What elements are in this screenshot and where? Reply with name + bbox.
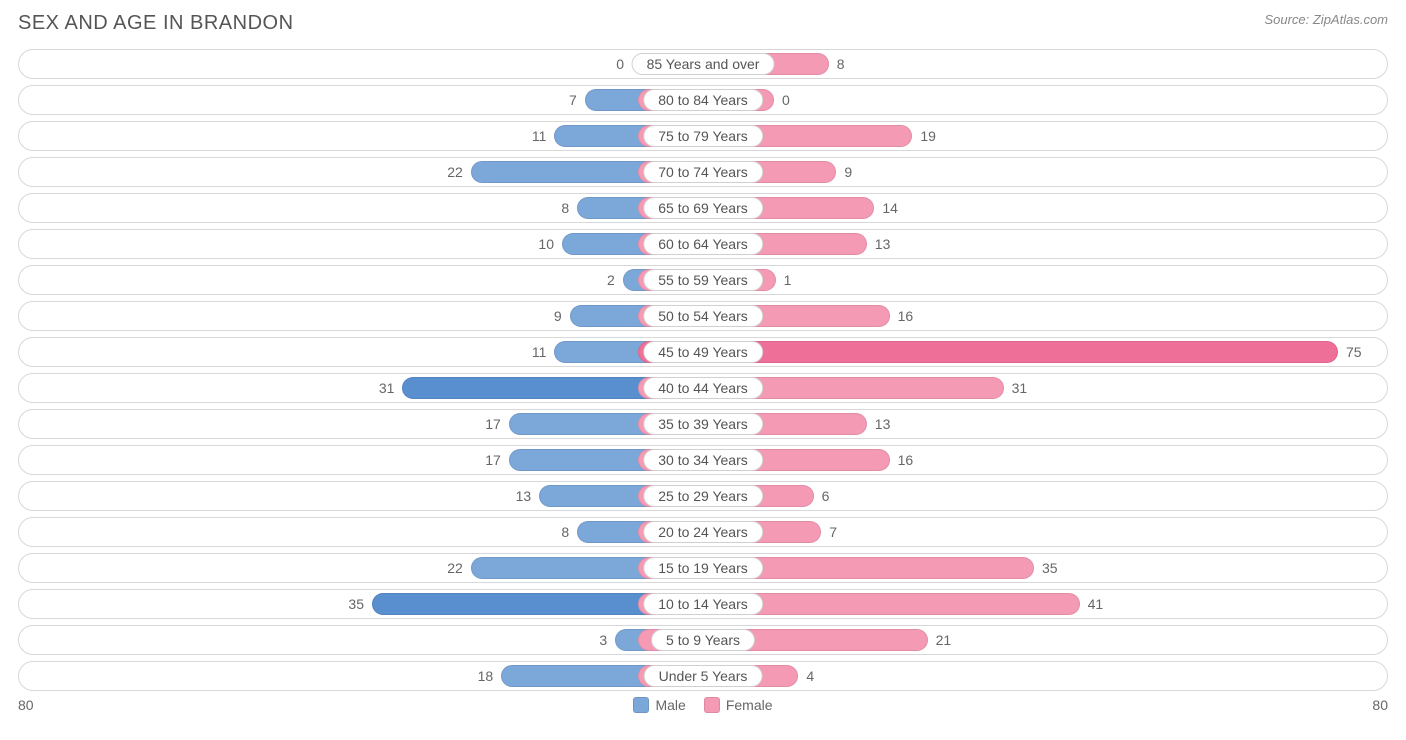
category-label: 25 to 29 Years [643, 485, 763, 507]
male-value: 31 [379, 374, 395, 402]
male-value: 35 [348, 590, 364, 618]
female-value: 14 [882, 194, 898, 222]
female-value: 1 [784, 266, 792, 294]
male-value: 0 [616, 50, 624, 78]
male-value: 3 [599, 626, 607, 654]
category-label: 60 to 64 Years [643, 233, 763, 255]
female-value: 13 [875, 230, 891, 258]
chart-row: 13 6 25 to 29 Years [18, 481, 1388, 511]
male-value: 8 [561, 194, 569, 222]
chart-row: 11 75 45 to 49 Years [18, 337, 1388, 367]
legend-item-male: Male [633, 697, 685, 713]
female-value: 21 [936, 626, 952, 654]
male-value: 17 [485, 410, 501, 438]
female-value: 35 [1042, 554, 1058, 582]
category-label: Under 5 Years [644, 665, 763, 687]
chart-header: SEX AND AGE IN BRANDON Source: ZipAtlas.… [18, 12, 1388, 35]
chart-row: 22 9 70 to 74 Years [18, 157, 1388, 187]
female-value: 16 [898, 302, 914, 330]
male-value: 7 [569, 86, 577, 114]
male-value: 2 [607, 266, 615, 294]
axis-max-left: 80 [18, 697, 34, 713]
male-value: 17 [485, 446, 501, 474]
chart-row: 3 21 5 to 9 Years [18, 625, 1388, 655]
legend: Male Female [633, 697, 772, 713]
female-value: 31 [1012, 374, 1028, 402]
chart-title: SEX AND AGE IN BRANDON [18, 12, 294, 35]
chart-row: 8 7 20 to 24 Years [18, 517, 1388, 547]
category-label: 50 to 54 Years [643, 305, 763, 327]
male-value: 22 [447, 554, 463, 582]
chart-row: 22 35 15 to 19 Years [18, 553, 1388, 583]
chart-row: 17 16 30 to 34 Years [18, 445, 1388, 475]
chart-row: 10 13 60 to 64 Years [18, 229, 1388, 259]
male-value: 8 [561, 518, 569, 546]
chart-source: Source: ZipAtlas.com [1264, 12, 1388, 27]
female-value: 7 [829, 518, 837, 546]
category-label: 20 to 24 Years [643, 521, 763, 543]
category-label: 45 to 49 Years [643, 341, 763, 363]
chart-row: 9 16 50 to 54 Years [18, 301, 1388, 331]
legend-label-female: Female [726, 697, 773, 713]
legend-swatch-male [633, 697, 649, 713]
female-value: 4 [806, 662, 814, 690]
category-label: 85 Years and over [632, 53, 775, 75]
chart-row: 2 1 55 to 59 Years [18, 265, 1388, 295]
male-value: 22 [447, 158, 463, 186]
category-label: 55 to 59 Years [643, 269, 763, 291]
male-value: 13 [516, 482, 532, 510]
chart-row: 8 14 65 to 69 Years [18, 193, 1388, 223]
female-value: 41 [1088, 590, 1104, 618]
female-value: 16 [898, 446, 914, 474]
male-value: 10 [538, 230, 554, 258]
male-value: 9 [554, 302, 562, 330]
category-label: 5 to 9 Years [651, 629, 755, 651]
diverging-bar-chart: 0885 Years and over7080 to 84 Years11197… [18, 49, 1388, 691]
chart-footer: 80 Male Female 80 [18, 697, 1388, 713]
category-label: 65 to 69 Years [643, 197, 763, 219]
category-label: 70 to 74 Years [643, 161, 763, 183]
male-value: 18 [478, 662, 494, 690]
chart-row: 11 19 75 to 79 Years [18, 121, 1388, 151]
female-value: 0 [782, 86, 790, 114]
category-label: 10 to 14 Years [643, 593, 763, 615]
female-value: 6 [822, 482, 830, 510]
chart-row: 7 0 80 to 84 Years [18, 85, 1388, 115]
category-label: 30 to 34 Years [643, 449, 763, 471]
female-value: 9 [844, 158, 852, 186]
legend-label-male: Male [655, 697, 685, 713]
female-value: 13 [875, 410, 891, 438]
chart-row: 31 31 40 to 44 Years [18, 373, 1388, 403]
category-label: 15 to 19 Years [643, 557, 763, 579]
female-value: 75 [1346, 338, 1362, 366]
category-label: 80 to 84 Years [643, 89, 763, 111]
female-value: 19 [920, 122, 936, 150]
male-value: 11 [532, 122, 547, 150]
chart-row: 18 4 Under 5 Years [18, 661, 1388, 691]
category-label: 35 to 39 Years [643, 413, 763, 435]
category-label: 40 to 44 Years [643, 377, 763, 399]
chart-row: 17 13 35 to 39 Years [18, 409, 1388, 439]
male-value: 11 [532, 338, 547, 366]
category-label: 75 to 79 Years [643, 125, 763, 147]
legend-item-female: Female [704, 697, 773, 713]
axis-max-right: 80 [1372, 697, 1388, 713]
chart-row: 35 41 10 to 14 Years [18, 589, 1388, 619]
legend-swatch-female [704, 697, 720, 713]
chart-row: 0 8 85 Years and over [18, 49, 1388, 79]
female-value: 8 [837, 50, 845, 78]
